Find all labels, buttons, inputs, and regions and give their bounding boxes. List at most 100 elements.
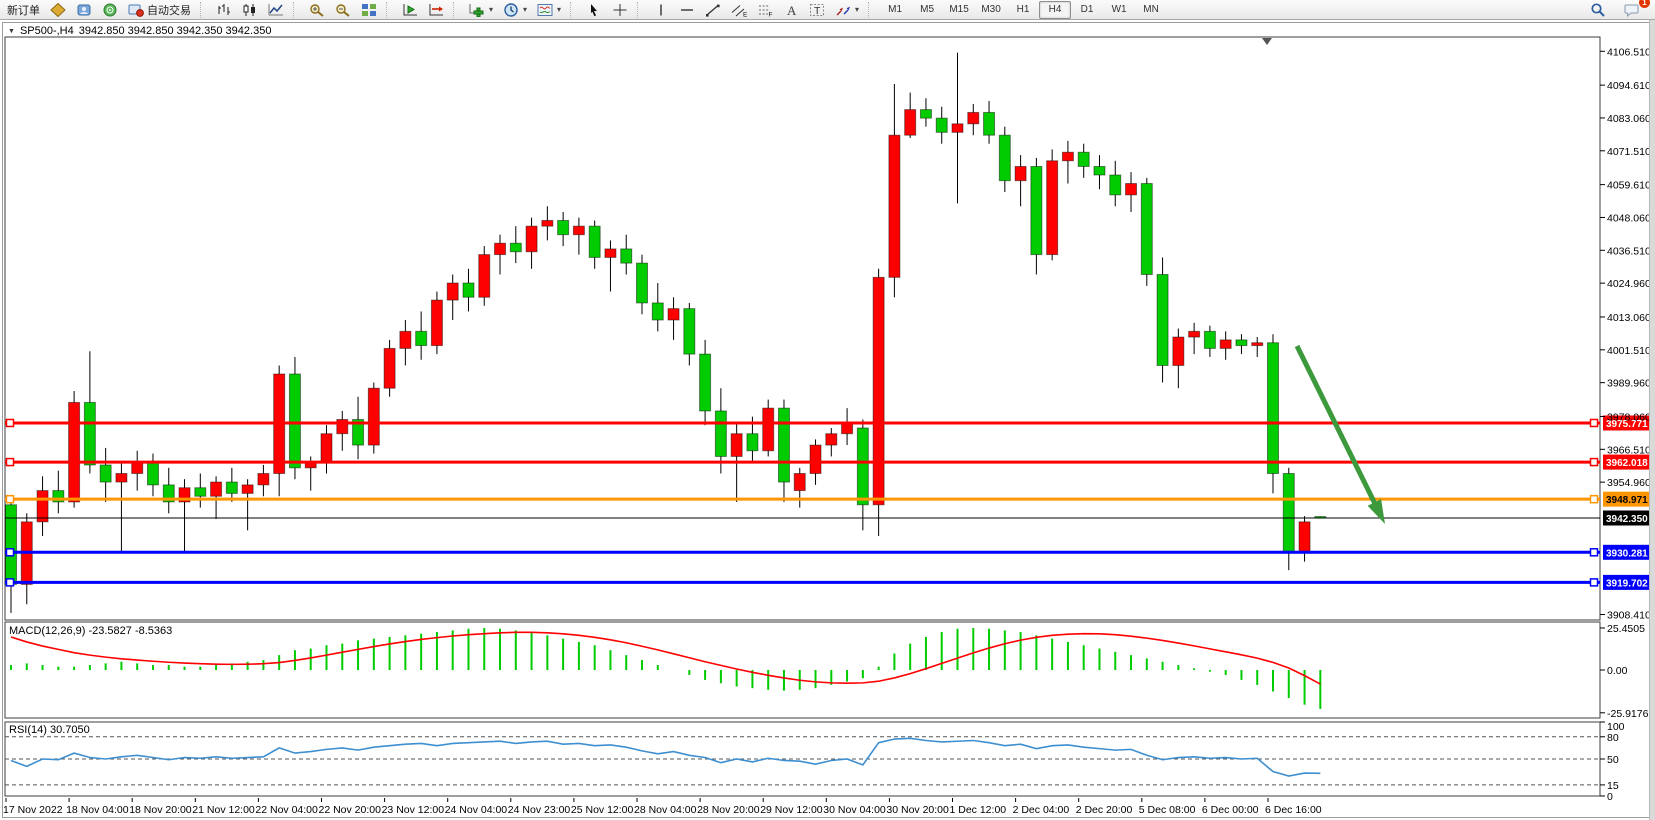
price-axis-label: 4048.060 [1607, 212, 1651, 224]
candle-body [178, 487, 191, 503]
main-toolbar: 新订单 自动交易 ▾ ▾ ▾ E F A T ▾ M1 M5 M15 M30 H1 H4 D1 W1 MN 1 [0, 0, 1655, 20]
text-label-icon[interactable]: T [804, 0, 830, 20]
chart-title: ▼ SP500-,H4 3942.850 3942.850 3942.350 3… [8, 25, 271, 37]
crosshair-icon[interactable] [607, 0, 633, 20]
fibonacci-icon[interactable]: F [752, 0, 778, 20]
timeframe-m30-button[interactable]: M30 [981, 3, 1001, 15]
arrows-icon[interactable]: ▾ [830, 0, 864, 20]
line-anchor-handle[interactable] [1589, 457, 1599, 467]
down-arrow-head[interactable] [1367, 499, 1385, 524]
search-icon[interactable] [1585, 0, 1611, 20]
candle-body [1077, 151, 1090, 167]
svg-text:T: T [814, 5, 821, 17]
line-anchor-handle[interactable] [1589, 418, 1599, 428]
arrows-icon-dropdown-caret[interactable]: ▾ [855, 5, 860, 14]
cursor-icon[interactable] [581, 0, 607, 20]
templates-icon-dropdown-caret[interactable]: ▾ [557, 5, 562, 14]
candle-body [1219, 339, 1232, 349]
candle-body [1156, 273, 1169, 366]
zoom-out-icon[interactable] [330, 0, 356, 20]
indicators-icon[interactable]: ▾ [464, 0, 498, 20]
time-axis-label: 18 Nov 04:00 [66, 804, 129, 816]
price-label-box [1603, 454, 1653, 470]
time-axis-label: 22 Nov 04:00 [255, 804, 318, 816]
candle-body [793, 473, 806, 492]
equidistant-channel-icon[interactable]: E [726, 0, 752, 20]
bar-chart-icon[interactable] [211, 0, 237, 20]
profile-icon[interactable] [71, 0, 97, 20]
timeframe-mn-button[interactable]: MN [1143, 3, 1159, 15]
time-axis-label: 24 Nov 04:00 [445, 804, 508, 816]
rsi-indicator [5, 736, 1600, 786]
line-anchor-handle[interactable] [5, 578, 15, 587]
chart-shift-icon[interactable] [423, 0, 449, 20]
macd-signal-line [10, 631, 1321, 685]
line-anchor-handle[interactable] [5, 548, 15, 557]
price-axis-label: 4094.610 [1607, 80, 1651, 92]
time-axis-label: 30 Nov 20:00 [886, 804, 949, 816]
timeframe-h1-button[interactable]: H1 [1016, 3, 1030, 15]
macd-axis-label: -25.9176 [1607, 708, 1649, 720]
indicators-icon-dropdown-caret[interactable]: ▾ [489, 5, 494, 14]
time-axis-label: 23 Nov 12:00 [382, 804, 445, 816]
candle-body [935, 117, 948, 133]
macd-indicator [10, 628, 1322, 709]
auto-scroll-icon[interactable] [397, 0, 423, 20]
candle-body [1267, 342, 1279, 475]
candle-body [1282, 473, 1295, 554]
timeframe-h4-button[interactable]: H4 [1039, 0, 1072, 19]
candlestick-chart-icon[interactable] [237, 0, 263, 20]
chart-collapse-icon[interactable]: ▼ [8, 27, 15, 35]
signals-icon[interactable] [97, 0, 123, 20]
candle-body [746, 433, 759, 452]
new-order-button[interactable]: 新订单 [7, 4, 40, 17]
candle-body [1251, 342, 1264, 347]
autotrading-button[interactable]: 自动交易 [123, 0, 196, 20]
down-arrow-annotation[interactable] [1294, 344, 1378, 506]
line-anchor-handle[interactable] [1589, 494, 1599, 504]
candle-body [225, 481, 238, 494]
chart-canvas[interactable]: 3975.771 3962.018 3948.971 3942.350 3930.281… [0, 20, 1655, 820]
horizontal-line-icon[interactable] [674, 0, 700, 20]
line-anchor-handle[interactable] [5, 457, 15, 467]
candle-body [462, 282, 475, 298]
candle-body [446, 282, 459, 301]
time-axis-label: 25 Nov 12:00 [571, 804, 634, 816]
line-anchor-handle[interactable] [5, 418, 15, 428]
vertical-line-icon[interactable] [648, 0, 674, 20]
price-label-text: 3975.771 [1606, 419, 1648, 430]
templates-icon[interactable]: ▾ [532, 0, 566, 20]
toolbar-right-group: 1 [1585, 0, 1650, 20]
tile-windows-icon[interactable] [356, 0, 382, 20]
zoom-in-icon[interactable] [304, 0, 330, 20]
timeframe-d1-button[interactable]: D1 [1080, 3, 1094, 15]
line-anchor-handle[interactable] [1589, 578, 1599, 587]
line-anchor-handle[interactable] [5, 494, 15, 504]
timeframe-m15-button[interactable]: M15 [949, 3, 969, 15]
periods-icon[interactable]: ▾ [498, 0, 532, 20]
macd-axis-label: 25.4505 [1607, 623, 1645, 635]
candle-body [651, 302, 664, 321]
timeframe-m5-button[interactable]: M5 [920, 3, 935, 15]
line-anchor-handle[interactable] [1589, 548, 1599, 557]
candle-body [699, 353, 712, 412]
line-chart-icon[interactable] [263, 0, 289, 20]
candle-body [257, 473, 270, 486]
candle-body [1203, 330, 1216, 349]
price-axis-label: 3966.510 [1607, 444, 1651, 456]
candle-body [367, 387, 380, 446]
periods-icon-dropdown-caret[interactable]: ▾ [523, 5, 528, 14]
chat-icon[interactable]: 1 [1619, 0, 1650, 20]
price-label-box [1603, 491, 1653, 507]
trendline-icon[interactable] [700, 0, 726, 20]
timeframe-w1-button[interactable]: W1 [1111, 3, 1127, 15]
metaquotes-icon[interactable] [45, 0, 71, 20]
candle-body [415, 330, 428, 347]
timeframe-m1-button[interactable]: M1 [888, 3, 903, 15]
text-icon[interactable]: A [778, 0, 804, 20]
chart-shift-marker[interactable] [1262, 38, 1272, 45]
chart-window: ▼ SP500-,H4 3942.850 3942.850 3942.350 3… [0, 20, 1655, 820]
price-axis-label: 4001.510 [1607, 345, 1651, 357]
price-axis-label: 4071.510 [1607, 146, 1651, 158]
rsi-axis-label: 50 [1607, 754, 1619, 766]
